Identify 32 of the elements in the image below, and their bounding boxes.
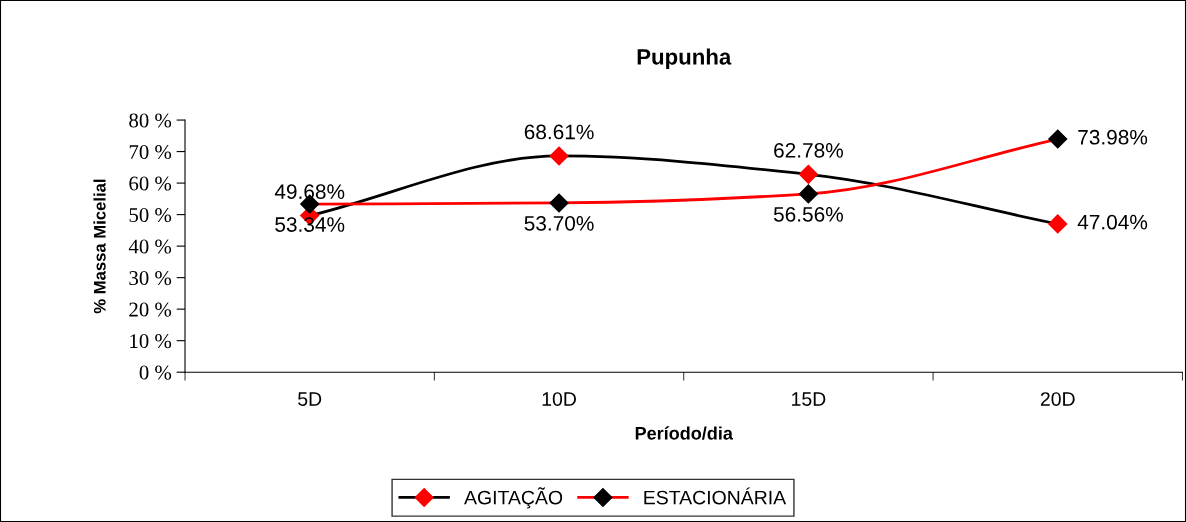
y-tick-label: 60 % xyxy=(129,176,172,191)
x-tick-label: 5D xyxy=(298,392,322,406)
data-label: 56.56% xyxy=(773,206,843,222)
data-label: 53.70% xyxy=(524,216,594,231)
data-label: 47.04% xyxy=(1077,214,1148,230)
y-tick-label: 0 % xyxy=(139,365,172,380)
data-label: 53.34% xyxy=(275,217,345,232)
data-label: 68.61% xyxy=(524,124,594,140)
y-tick-label: 40 % xyxy=(128,239,172,254)
y-axis-title: % Massa Micelial xyxy=(93,179,106,314)
y-tick-label: 30 % xyxy=(129,271,172,286)
point xyxy=(798,184,818,204)
data-label: 49.68% xyxy=(274,184,345,199)
y-tick-label: 70 % xyxy=(129,144,172,160)
data-label: 62.78% xyxy=(774,142,843,158)
legend-label: ESTACIONÁRIA xyxy=(644,487,787,505)
point xyxy=(549,146,569,166)
y-tick-label: 50 % xyxy=(129,207,172,223)
chart-title: Pupunha xyxy=(637,48,732,70)
y-tick-label: 10 % xyxy=(130,334,172,349)
point xyxy=(1048,129,1068,149)
x-axis-title: Período/dia xyxy=(635,426,734,440)
x-tick-label: 10D xyxy=(542,392,576,406)
data-label: 73.98% xyxy=(1078,129,1148,145)
legend-label: AGITAÇÃO xyxy=(464,487,563,509)
y-tick-label: 20 % xyxy=(129,302,172,317)
point xyxy=(1048,214,1068,234)
point xyxy=(549,193,569,213)
point xyxy=(798,164,818,184)
x-tick-label: 20D xyxy=(1040,392,1075,406)
y-tick-label: 80 % xyxy=(129,113,172,128)
x-tick-label: 15D xyxy=(792,392,826,406)
